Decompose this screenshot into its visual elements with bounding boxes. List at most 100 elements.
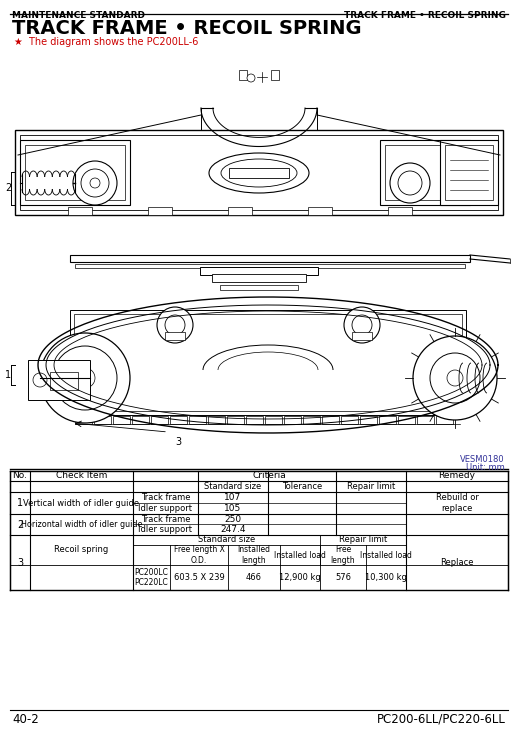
Text: Unit: mm: Unit: mm: [466, 463, 505, 472]
Text: 466: 466: [246, 573, 262, 582]
Bar: [229, 168, 289, 178]
Bar: [20, 140, 130, 205]
Bar: [385, 145, 465, 200]
Text: ★  The diagram shows the PC200LL-6: ★ The diagram shows the PC200LL-6: [14, 37, 198, 47]
Bar: [70, 255, 470, 262]
Text: 107: 107: [224, 493, 241, 502]
Bar: [148, 207, 172, 215]
Text: PC200LC
PC220LC: PC200LC PC220LC: [135, 568, 168, 587]
Bar: [246, 416, 263, 424]
Bar: [151, 416, 168, 424]
Text: Free length X
O.D.: Free length X O.D.: [174, 545, 224, 564]
Bar: [189, 416, 206, 424]
Bar: [379, 416, 396, 424]
Text: Tolerance: Tolerance: [282, 482, 322, 491]
Text: 576: 576: [335, 573, 351, 582]
Bar: [440, 140, 498, 205]
Bar: [445, 145, 493, 200]
Text: 2: 2: [17, 520, 23, 529]
Bar: [165, 332, 185, 340]
Text: 40-2: 40-2: [12, 713, 39, 726]
Circle shape: [390, 163, 430, 203]
Text: Installed load: Installed load: [274, 550, 326, 559]
Bar: [28, 360, 90, 400]
Bar: [113, 416, 130, 424]
Bar: [75, 416, 92, 424]
Circle shape: [73, 161, 117, 205]
Text: Horizontal width of idler guide: Horizontal width of idler guide: [21, 520, 142, 529]
Text: Replace: Replace: [440, 558, 474, 567]
Text: 2: 2: [5, 183, 11, 193]
Bar: [271, 70, 279, 80]
Bar: [68, 207, 92, 215]
Text: 603.5 X 239: 603.5 X 239: [174, 573, 224, 582]
Text: Track frame: Track frame: [141, 515, 190, 523]
Text: 3: 3: [175, 437, 181, 447]
Text: Repair limit: Repair limit: [347, 482, 395, 491]
Text: 3: 3: [17, 558, 23, 567]
Text: Recoil spring: Recoil spring: [54, 545, 109, 555]
Bar: [227, 416, 244, 424]
Text: Vertical width of idler guide: Vertical width of idler guide: [23, 498, 139, 507]
Bar: [15, 130, 503, 215]
Bar: [70, 310, 466, 415]
Bar: [352, 332, 372, 340]
Bar: [308, 207, 332, 215]
Text: Track frame: Track frame: [141, 493, 190, 502]
Bar: [417, 416, 434, 424]
Text: No.: No.: [12, 471, 27, 480]
Bar: [388, 207, 412, 215]
Text: Criteria: Criteria: [253, 471, 286, 480]
Bar: [132, 416, 149, 424]
Bar: [200, 267, 318, 275]
Bar: [20, 135, 498, 210]
Text: Standard size: Standard size: [198, 536, 255, 545]
Text: 1: 1: [17, 498, 23, 508]
Bar: [284, 416, 301, 424]
Bar: [380, 140, 470, 205]
Ellipse shape: [209, 153, 309, 193]
Circle shape: [157, 307, 193, 343]
Bar: [75, 264, 465, 268]
Bar: [265, 416, 282, 424]
Text: Idler support: Idler support: [138, 525, 193, 534]
Bar: [398, 416, 415, 424]
Text: Installed
length: Installed length: [237, 545, 270, 564]
Text: 10,300 kg: 10,300 kg: [365, 573, 407, 582]
Bar: [212, 274, 306, 282]
Text: 247.4: 247.4: [220, 525, 246, 534]
Bar: [360, 416, 377, 424]
Text: Remedy: Remedy: [439, 471, 476, 480]
Bar: [94, 416, 111, 424]
Circle shape: [344, 307, 380, 343]
Text: 105: 105: [224, 504, 241, 513]
Bar: [208, 416, 225, 424]
Text: VESM0180: VESM0180: [461, 455, 505, 464]
Bar: [170, 416, 187, 424]
Text: 250: 250: [224, 515, 241, 523]
Bar: [228, 207, 252, 215]
Text: MAINTENANCE STANDARD: MAINTENANCE STANDARD: [12, 11, 145, 20]
Text: Repair limit: Repair limit: [339, 536, 387, 545]
Bar: [25, 145, 125, 200]
Bar: [436, 416, 453, 424]
Bar: [220, 285, 298, 290]
Text: 1: 1: [5, 370, 11, 380]
Text: Check Item: Check Item: [56, 471, 107, 480]
Text: 12,900 kg: 12,900 kg: [279, 573, 321, 582]
Bar: [341, 416, 358, 424]
Text: TRACK FRAME • RECOIL SPRING: TRACK FRAME • RECOIL SPRING: [12, 19, 362, 38]
Bar: [322, 416, 339, 424]
Text: TRACK FRAME • RECOIL SPRING: TRACK FRAME • RECOIL SPRING: [344, 11, 506, 20]
Bar: [303, 416, 320, 424]
Bar: [239, 70, 247, 80]
Text: Rebuild or
replace: Rebuild or replace: [436, 493, 479, 512]
Circle shape: [413, 336, 497, 420]
Circle shape: [40, 333, 130, 423]
Text: Installed load: Installed load: [360, 550, 412, 559]
Bar: [74, 314, 462, 411]
Bar: [50, 372, 78, 390]
Text: PC200-6LL/PC220-6LL: PC200-6LL/PC220-6LL: [377, 713, 506, 726]
Circle shape: [247, 74, 255, 82]
Text: Free
length: Free length: [330, 545, 355, 564]
